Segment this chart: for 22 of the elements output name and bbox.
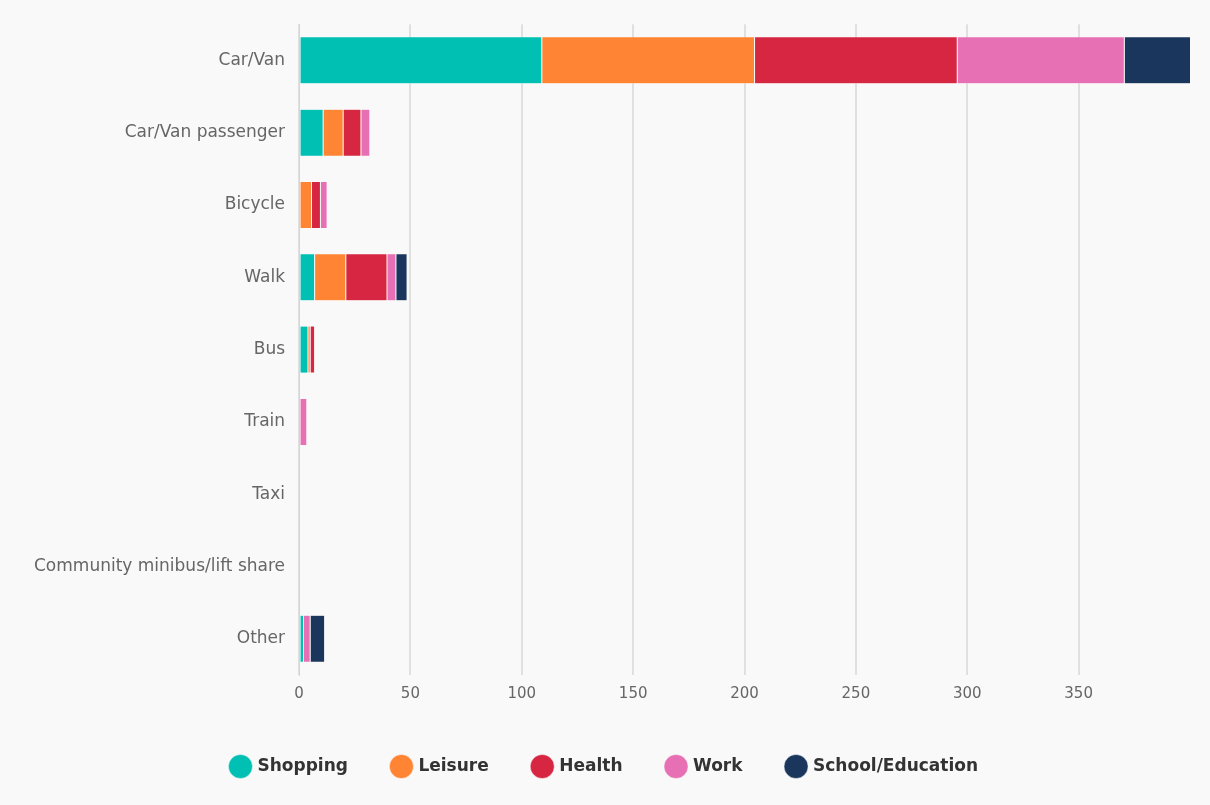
legend-label: Health: [559, 754, 623, 775]
x-tick-label: 100: [507, 683, 537, 702]
legend-label: Leisure: [418, 754, 489, 775]
legend-label: Work: [693, 754, 744, 775]
y-tick-label: Community minibus/lift share: [33, 554, 286, 575]
y-tick-label: Car/Van passenger: [124, 121, 286, 142]
y-tick-label: Bus: [253, 338, 286, 359]
y-tick-label: Car/Van: [218, 48, 286, 69]
legend-label: School/Education: [813, 754, 979, 775]
x-tick-label: 200: [730, 683, 759, 702]
x-tick-label: 150: [618, 683, 648, 702]
y-tick-label: Train: [243, 410, 286, 431]
y-tick-label: Taxi: [251, 482, 286, 503]
legend-label: Shopping: [257, 754, 348, 775]
x-tick-label: 50: [400, 683, 420, 702]
y-tick-label: Other: [236, 627, 286, 648]
x-tick-label: 350: [1064, 683, 1093, 702]
y-tick-label: Walk: [244, 265, 286, 286]
y-tick-label: Bicycle: [224, 193, 286, 214]
x-tick-label: 250: [841, 683, 871, 702]
x-tick-label: 0: [294, 683, 304, 702]
x-tick-label: 300: [952, 683, 982, 702]
